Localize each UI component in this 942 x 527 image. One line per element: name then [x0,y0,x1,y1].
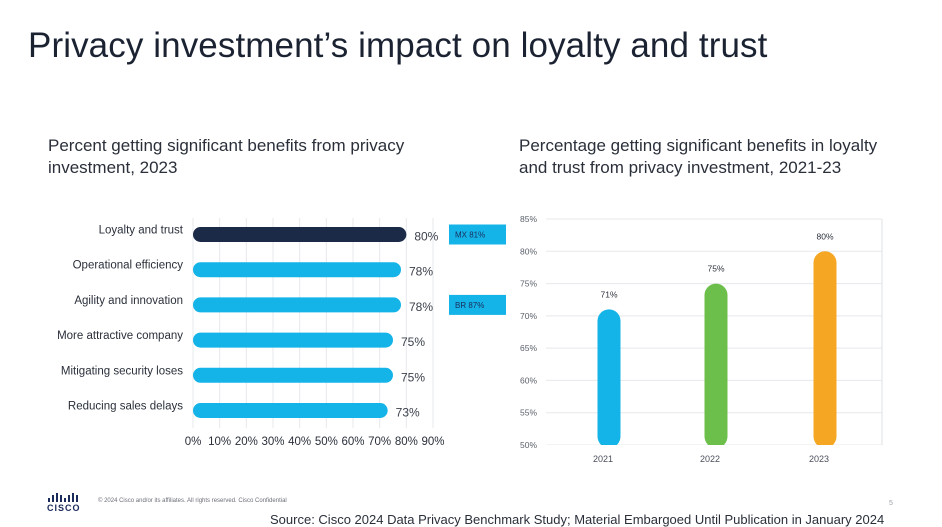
bar [193,332,393,348]
category-label: Loyalty and trust [99,225,184,237]
category-label: Mitigating security loses [61,365,183,377]
data-label: 75% [401,370,425,384]
data-label: 71% [600,289,617,299]
x-tick-label: 10% [208,436,231,448]
data-label: 80% [816,231,833,241]
y-tick-label: 60% [520,375,537,385]
left-chart-title: Percent getting significant benefits fro… [48,136,405,177]
annotation-label: BR 87% [455,301,484,310]
page-number: 5 [889,500,893,507]
x-tick-label: 0% [185,436,202,448]
data-label: 75% [707,264,724,274]
category-label: Reducing sales delays [68,401,183,413]
x-tick-label: 70% [368,436,391,448]
x-tick-label: 40% [288,436,311,448]
bar [193,367,393,383]
copyright-text: © 2024 Cisco and/or its affiliates. All … [98,498,287,504]
x-tick-label: 2021 [593,454,613,464]
y-tick-label: 65% [520,343,537,353]
annotation-box [449,224,506,245]
category-label: More attractive company [57,330,183,342]
bar [193,403,388,418]
annotation-box [449,294,506,315]
bar [193,262,401,278]
bar [704,283,728,448]
y-tick-label: 55% [520,408,537,418]
y-tick-label: 85% [520,214,537,224]
data-label: 73% [396,406,420,420]
y-tick-label: 50% [520,440,537,450]
x-tick-label: 50% [315,436,338,448]
x-tick-label: 30% [261,436,284,448]
data-label: 78% [409,265,433,279]
bar [193,297,401,313]
bar [597,309,621,448]
category-label: Agility and innovation [74,295,183,307]
annotation-label: MX 81% [455,231,485,240]
x-tick-label: 20% [235,436,258,448]
y-tick-label: 75% [520,279,537,289]
x-tick-label: 80% [395,436,418,448]
data-label: 80% [414,230,438,244]
x-tick-label: 90% [421,436,444,448]
bar [813,251,837,448]
category-label: Operational efficiency [73,260,184,272]
cisco-logo-icon [48,493,78,502]
cisco-logo-text: CISCO [47,503,81,513]
x-tick-label: 60% [341,436,364,448]
bar [193,227,407,242]
x-tick-label: 2022 [700,454,720,464]
data-label: 78% [409,300,433,314]
slide-title: Privacy investment’s impact on loyalty a… [28,26,768,65]
y-tick-label: 70% [520,311,537,321]
baseline-mask [546,445,882,465]
data-label: 75% [401,335,425,349]
right-chart-title: Percentage getting significant benefits … [519,136,878,177]
source-note: Source: Cisco 2024 Data Privacy Benchmar… [270,512,885,527]
x-tick-label: 2023 [809,454,829,464]
y-tick-label: 80% [520,246,537,256]
